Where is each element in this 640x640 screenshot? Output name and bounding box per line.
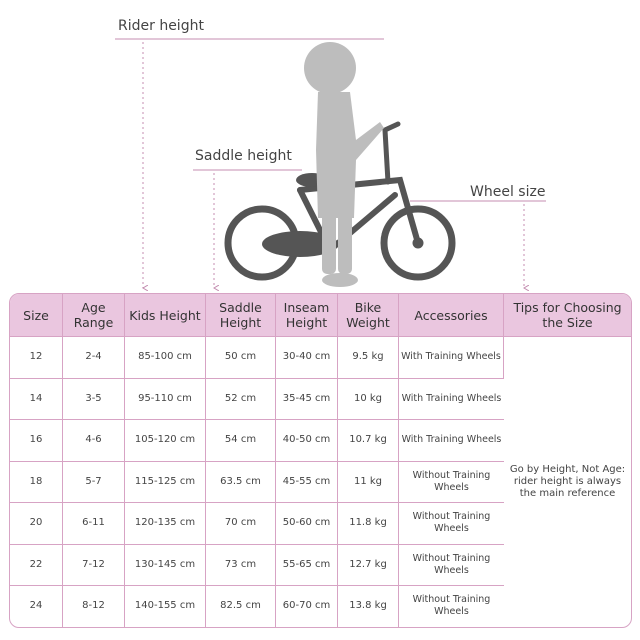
table-row: 20 6-11 120-135 cm 70 cm 50-60 cm 11.8 kg With…	[10, 503, 631, 545]
cell-age-range: 7-12	[63, 544, 125, 586]
cell-saddle-height: 50 cm	[206, 337, 276, 379]
bike-rider-illustration	[115, 38, 546, 295]
cell-kids-height: 105-120 cm	[125, 420, 206, 462]
cell-inseam-height: 45-55 cm	[276, 461, 338, 503]
cell-saddle-height: 82.5 cm	[206, 586, 276, 627]
cell-kids-height: 85-100 cm	[125, 337, 206, 379]
cell-age-range: 6-11	[63, 503, 125, 545]
rider-height-label: Rider height	[118, 18, 204, 34]
cell-bike-weight: 12.7 kg	[338, 544, 399, 586]
cell-accessories: Without Training Wheels	[399, 503, 504, 545]
cell-age-range: 8-12	[63, 586, 125, 627]
cell-size: 14	[10, 378, 63, 420]
cell-bike-weight: 11 kg	[338, 461, 399, 503]
cell-age-range: 4-6	[63, 420, 125, 462]
cell-bike-weight: 13.8 kg	[338, 586, 399, 627]
cell-size: 18	[10, 461, 63, 503]
header-saddle-height: Saddle Height	[206, 294, 276, 337]
cell-accessories: With Training Wheels	[399, 420, 504, 462]
table-row: 12 2-4 85-100 cm 50 cm 30-40 cm 9.5 kg With Tr…	[10, 337, 631, 499]
cell-accessories: With Training Wheels	[399, 379, 504, 420]
header-size: Size	[10, 294, 63, 337]
header-accessories: Accessories	[399, 294, 504, 337]
cell-inseam-height: 60-70 cm	[276, 586, 338, 627]
cell-size: 20	[10, 503, 63, 545]
cell-inseam-height: 50-60 cm	[276, 503, 338, 545]
cell-saddle-height: 63.5 cm	[206, 461, 276, 503]
cell-bike-weight: 10.7 kg	[338, 420, 399, 462]
cell-kids-height: 115-125 cm	[125, 461, 206, 503]
header-tips: Tips for Choosing the Size	[504, 294, 631, 337]
cell-accessories: Without Training Wheels	[399, 462, 504, 503]
rider-silhouette	[304, 42, 384, 287]
header-age-range: Age Range	[63, 294, 125, 337]
cell-kids-height: 140-155 cm	[125, 586, 206, 627]
cell-saddle-height: 73 cm	[206, 544, 276, 586]
cell-kids-height: 95-110 cm	[125, 378, 206, 420]
cell-saddle-height: 54 cm	[206, 420, 276, 462]
cell-age-range: 5-7	[63, 461, 125, 503]
table-row: 16 4-6 105-120 cm 54 cm 40-50 cm 10.7 kg With …	[10, 420, 631, 462]
cell-saddle-height: 52 cm	[206, 378, 276, 420]
table-header: Size Age Range Kids Height Saddle Height…	[10, 294, 631, 337]
table-row: 24 8-12 140-155 cm 82.5 cm 60-70 cm 13.8 kg Wi…	[10, 586, 631, 627]
cell-size: 22	[10, 544, 63, 586]
table-row: 14 3-5 95-110 cm 52 cm 35-45 cm 10 kg With Tra…	[10, 378, 631, 420]
cell-inseam-height: 55-65 cm	[276, 544, 338, 586]
table-row: 22 7-12 130-145 cm 73 cm 55-65 cm 12.7 kg With…	[10, 544, 631, 586]
cell-tip: Go by Height, Not Age: rider height is a…	[509, 463, 626, 499]
cell-size: 24	[10, 586, 63, 627]
wheel-size-label: Wheel size	[470, 184, 546, 200]
cell-kids-height: 120-135 cm	[125, 503, 206, 545]
cell-age-range: 2-4	[63, 337, 125, 379]
cell-age-range: 3-5	[63, 378, 125, 420]
saddle-height-label: Saddle height	[195, 148, 292, 164]
cell-inseam-height: 30-40 cm	[276, 337, 338, 379]
header-bike-weight: Bike Weight	[338, 294, 399, 337]
cell-size: 12	[10, 337, 63, 379]
cell-kids-height: 130-145 cm	[125, 544, 206, 586]
cell-bike-weight: 9.5 kg	[338, 337, 399, 379]
cell-inseam-height: 40-50 cm	[276, 420, 338, 462]
cell-bike-weight: 11.8 kg	[338, 503, 399, 545]
cell-inseam-height: 35-45 cm	[276, 378, 338, 420]
cell-accessories: With Training Wheels	[399, 337, 504, 379]
cell-saddle-height: 70 cm	[206, 503, 276, 545]
header-inseam-height: Inseam Height	[276, 294, 338, 337]
cell-bike-weight: 10 kg	[338, 378, 399, 420]
size-chart-table: Size Age Range Kids Height Saddle Height…	[9, 293, 632, 628]
table-row: 18 5-7 115-125 cm 63.5 cm 45-55 cm 11 kg Witho…	[10, 461, 631, 503]
header-kids-height: Kids Height	[125, 294, 206, 337]
cell-size: 16	[10, 420, 63, 462]
cell-accessories: Without Training Wheels	[412, 594, 491, 618]
cell-accessories: Without Training Wheels	[399, 545, 504, 586]
